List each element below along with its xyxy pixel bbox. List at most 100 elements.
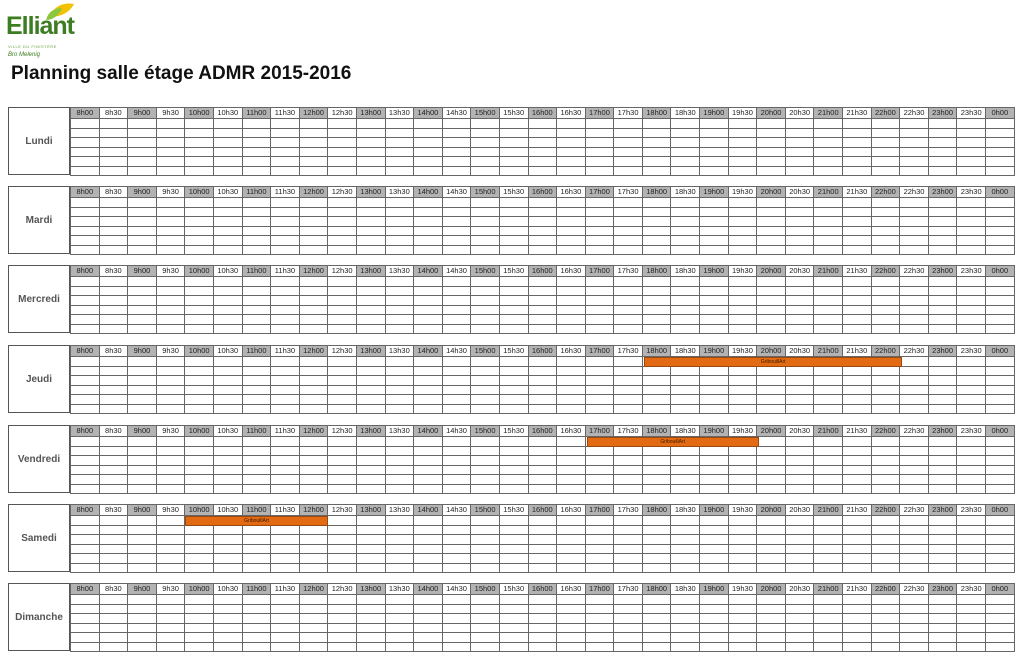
schedule-cell[interactable] <box>584 304 615 315</box>
schedule-cell[interactable] <box>927 197 958 208</box>
schedule-cell[interactable] <box>670 285 701 296</box>
schedule-cell[interactable] <box>270 436 300 447</box>
schedule-cell[interactable] <box>298 225 329 236</box>
schedule-cell[interactable] <box>784 235 815 246</box>
schedule-cell[interactable] <box>241 464 272 475</box>
schedule-cell[interactable] <box>613 314 643 325</box>
schedule-cell[interactable] <box>355 304 386 315</box>
schedule-cell[interactable] <box>985 553 1015 564</box>
schedule-cell[interactable] <box>699 543 729 554</box>
schedule-cell[interactable] <box>556 276 586 287</box>
schedule-cell[interactable] <box>98 384 129 395</box>
schedule-cell[interactable] <box>327 356 357 367</box>
schedule-cell[interactable] <box>613 146 643 157</box>
schedule-cell[interactable] <box>441 235 472 246</box>
schedule-cell[interactable] <box>899 483 929 494</box>
schedule-cell[interactable] <box>670 474 701 485</box>
schedule-cell[interactable] <box>498 436 529 447</box>
schedule-cell[interactable] <box>641 137 672 148</box>
schedule-cell[interactable] <box>870 524 901 535</box>
schedule-cell[interactable] <box>870 225 901 236</box>
schedule-cell[interactable] <box>756 543 786 554</box>
schedule-cell[interactable] <box>813 641 844 652</box>
schedule-cell[interactable] <box>956 594 986 605</box>
schedule-cell[interactable] <box>584 118 615 129</box>
schedule-cell[interactable] <box>727 464 758 475</box>
schedule-cell[interactable] <box>70 118 100 129</box>
schedule-cell[interactable] <box>384 375 415 386</box>
schedule-cell[interactable] <box>470 562 500 573</box>
schedule-cell[interactable] <box>699 365 729 376</box>
schedule-cell[interactable] <box>155 127 186 138</box>
schedule-cell[interactable] <box>527 632 558 643</box>
schedule-cell[interactable] <box>98 641 129 652</box>
schedule-cell[interactable] <box>556 304 586 315</box>
schedule-cell[interactable] <box>498 323 529 334</box>
schedule-cell[interactable] <box>727 622 758 633</box>
schedule-cell[interactable] <box>527 613 558 624</box>
schedule-cell[interactable] <box>384 314 415 325</box>
schedule-cell[interactable] <box>98 216 129 227</box>
schedule-cell[interactable] <box>298 524 329 535</box>
schedule-cell[interactable] <box>441 543 472 554</box>
schedule-cell[interactable] <box>927 156 958 167</box>
schedule-cell[interactable] <box>498 276 529 287</box>
schedule-cell[interactable] <box>327 543 357 554</box>
schedule-cell[interactable] <box>727 543 758 554</box>
schedule-cell[interactable] <box>441 436 472 447</box>
schedule-cell[interactable] <box>184 543 214 554</box>
schedule-cell[interactable] <box>127 474 157 485</box>
schedule-cell[interactable] <box>384 632 415 643</box>
schedule-cell[interactable] <box>498 216 529 227</box>
schedule-cell[interactable] <box>155 403 186 414</box>
schedule-cell[interactable] <box>441 304 472 315</box>
schedule-cell[interactable] <box>699 515 729 526</box>
schedule-cell[interactable] <box>899 394 929 405</box>
schedule-cell[interactable] <box>241 594 272 605</box>
schedule-cell[interactable] <box>327 365 357 376</box>
schedule-cell[interactable] <box>498 632 529 643</box>
schedule-cell[interactable] <box>470 464 500 475</box>
schedule-cell[interactable] <box>413 295 443 306</box>
schedule-cell[interactable] <box>813 206 844 217</box>
schedule-cell[interactable] <box>413 197 443 208</box>
schedule-cell[interactable] <box>241 375 272 386</box>
schedule-cell[interactable] <box>727 632 758 643</box>
schedule-cell[interactable] <box>470 244 500 255</box>
schedule-cell[interactable] <box>127 553 157 564</box>
schedule-cell[interactable] <box>413 641 443 652</box>
schedule-cell[interactable] <box>355 165 386 176</box>
schedule-cell[interactable] <box>413 216 443 227</box>
schedule-cell[interactable] <box>784 562 815 573</box>
schedule-cell[interactable] <box>70 553 100 564</box>
schedule-cell[interactable] <box>355 455 386 466</box>
schedule-cell[interactable] <box>470 304 500 315</box>
schedule-cell[interactable] <box>384 235 415 246</box>
schedule-cell[interactable] <box>241 304 272 315</box>
schedule-cell[interactable] <box>927 394 958 405</box>
schedule-cell[interactable] <box>842 455 872 466</box>
schedule-cell[interactable] <box>241 137 272 148</box>
schedule-cell[interactable] <box>70 403 100 414</box>
schedule-cell[interactable] <box>956 613 986 624</box>
schedule-cell[interactable] <box>470 622 500 633</box>
schedule-cell[interactable] <box>670 483 701 494</box>
schedule-cell[interactable] <box>613 464 643 475</box>
schedule-cell[interactable] <box>556 146 586 157</box>
schedule-cell[interactable] <box>155 464 186 475</box>
schedule-cell[interactable] <box>212 365 243 376</box>
schedule-cell[interactable] <box>956 137 986 148</box>
schedule-cell[interactable] <box>298 394 329 405</box>
schedule-cell[interactable] <box>813 603 844 614</box>
schedule-cell[interactable] <box>127 118 157 129</box>
schedule-cell[interactable] <box>813 632 844 643</box>
schedule-cell[interactable] <box>584 394 615 405</box>
schedule-cell[interactable] <box>270 197 300 208</box>
schedule-cell[interactable] <box>212 603 243 614</box>
schedule-cell[interactable] <box>155 384 186 395</box>
schedule-cell[interactable] <box>584 225 615 236</box>
schedule-cell[interactable] <box>556 455 586 466</box>
schedule-cell[interactable] <box>212 445 243 456</box>
schedule-cell[interactable] <box>527 276 558 287</box>
schedule-cell[interactable] <box>70 197 100 208</box>
